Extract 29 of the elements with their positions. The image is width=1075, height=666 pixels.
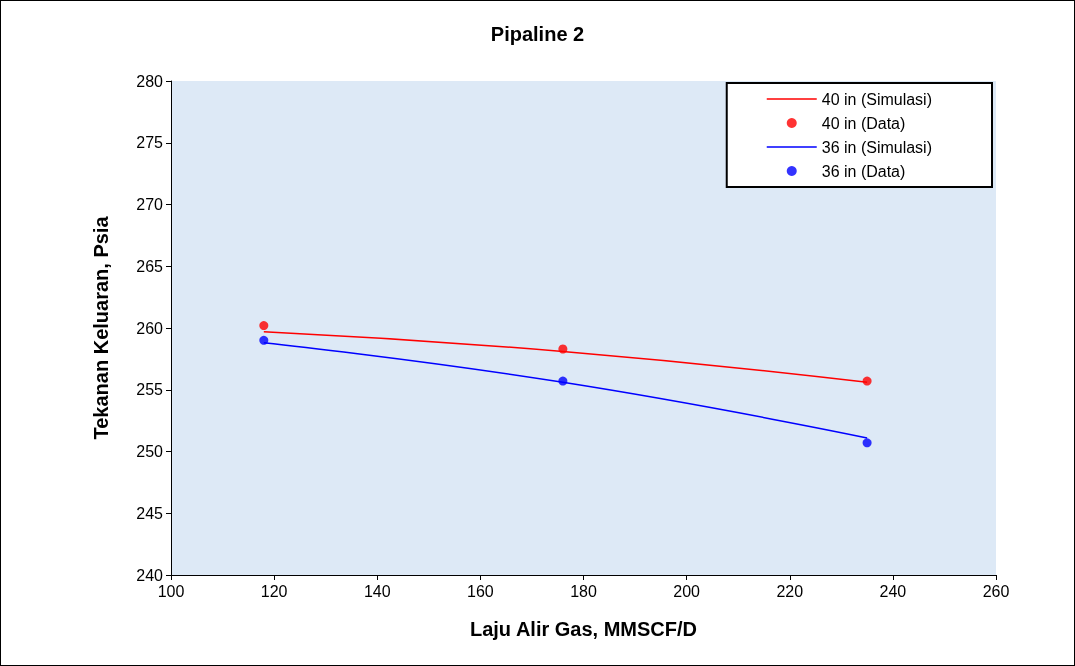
x-tick-label: 220 bbox=[776, 582, 804, 600]
y-tick-label: 240 bbox=[136, 566, 164, 584]
x-tick-label: 120 bbox=[260, 582, 288, 600]
y-tick-label: 245 bbox=[136, 504, 164, 522]
point bbox=[862, 376, 872, 386]
x-tick-label: 240 bbox=[879, 582, 907, 600]
point bbox=[259, 321, 269, 331]
y-tick-label: 275 bbox=[136, 134, 164, 152]
legend-label: 40 in (Data) bbox=[821, 114, 906, 132]
x-tick-label: 140 bbox=[363, 582, 391, 600]
x-axis-title: Laju Alir Gas, MMSCF/D bbox=[469, 618, 698, 640]
legend-label: 40 in (Simulasi) bbox=[821, 90, 933, 108]
y-tick-label: 280 bbox=[136, 72, 164, 90]
legend-label: 36 in (Data) bbox=[821, 162, 906, 180]
y-tick-label: 250 bbox=[136, 443, 164, 460]
x-tick-label: 200 bbox=[673, 582, 701, 600]
x-tick-label: 160 bbox=[467, 582, 494, 600]
y-tick-label: 255 bbox=[136, 381, 164, 399]
x-tick-label: 180 bbox=[570, 582, 597, 600]
x-tick-label: 100 bbox=[157, 582, 185, 600]
x-tick-label: 260 bbox=[982, 582, 1010, 600]
y-axis-title: Tekanan Keluaran, Psia bbox=[90, 215, 112, 440]
y-tick-label: 260 bbox=[136, 319, 164, 337]
y-tick-label: 265 bbox=[136, 257, 164, 275]
point bbox=[259, 335, 269, 345]
y-tick-label: 270 bbox=[136, 196, 164, 213]
point bbox=[862, 438, 872, 448]
legend-label: 36 in (Simulasi) bbox=[821, 138, 933, 156]
chart-title: Pipaline 2 bbox=[490, 23, 585, 45]
